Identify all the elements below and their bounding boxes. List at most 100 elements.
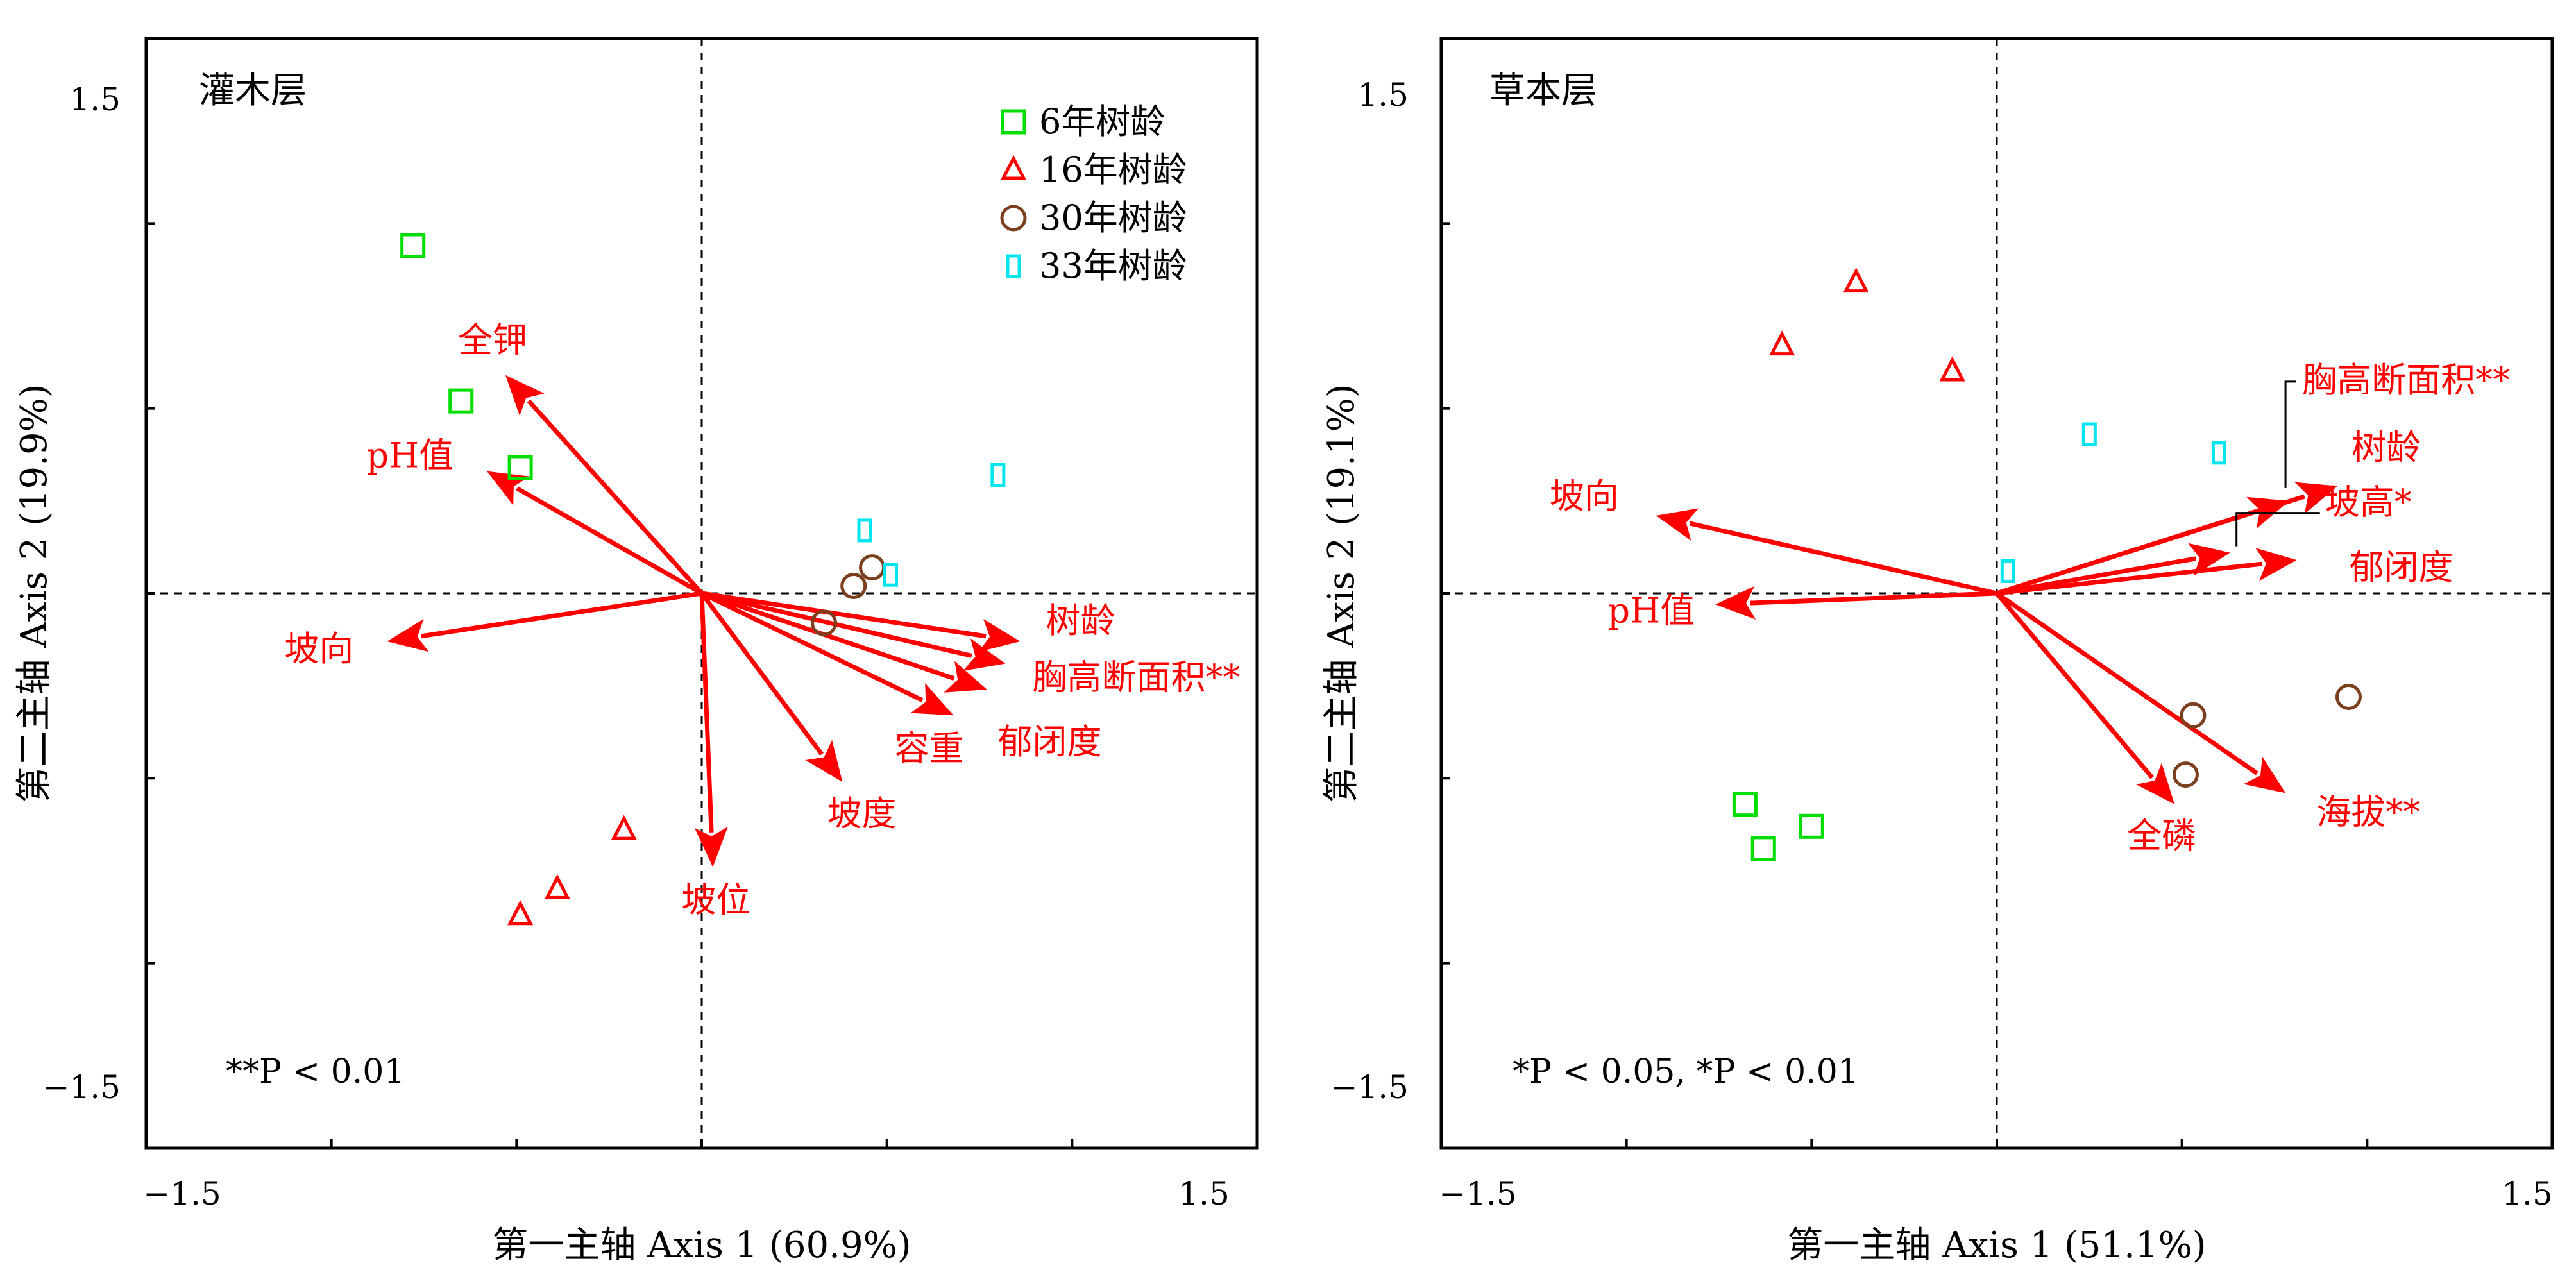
legend-marker — [1000, 155, 1027, 180]
vector-arrowhead — [2255, 548, 2297, 581]
sample-point — [448, 388, 474, 414]
vector-label: 海拔** — [2316, 792, 2420, 832]
sample-point — [2081, 422, 2097, 446]
shrub-layer-panel: 灌木层 −1.5 1.5 1.5 −1.5 第一主轴 Axis 1 (60.9%… — [13, 37, 1259, 1266]
vector-arrowhead — [963, 638, 1006, 671]
vector-line — [527, 399, 704, 595]
vector-arrowhead — [387, 618, 429, 652]
sample-point — [2180, 702, 2207, 729]
vector-line — [516, 486, 703, 596]
vector-label: 坡向 — [284, 629, 353, 669]
sample-point — [1750, 836, 1776, 861]
sample-point — [990, 462, 1006, 487]
sample-point — [611, 815, 637, 840]
significance-footnote: *P < 0.05, *P < 0.01 — [1513, 1053, 1859, 1091]
y-axis-label: 第二主轴 Axis 2 (19.9%) — [13, 384, 55, 802]
sample-point — [1732, 792, 1758, 817]
x-axis-label: 第一主轴 Axis 1 (51.1%) — [1787, 1224, 2206, 1266]
significance-footnote: **P < 0.01 — [226, 1053, 405, 1091]
vector-label: 郁闭度 — [998, 722, 1102, 762]
sample-point — [544, 874, 570, 899]
vector-arrowhead — [2294, 482, 2338, 514]
vector-label: 坡高* — [2325, 482, 2412, 523]
y-tick-label-min: −1.5 — [1331, 1069, 1409, 1106]
y-tick-label-max: 1.5 — [1357, 76, 1409, 114]
legend-marker — [1006, 254, 1021, 278]
vector-arrowhead — [2136, 763, 2175, 804]
vector-line — [421, 591, 702, 639]
sample-point — [2000, 559, 2015, 583]
legend: 6年树龄 16年树龄 30年树龄 33年树龄 — [1000, 101, 1187, 286]
vector-label: 全磷 — [2127, 816, 2196, 856]
vector-line — [1996, 561, 2263, 596]
vector-line — [699, 593, 714, 833]
vector-label: 坡向 — [1550, 476, 1619, 516]
vector-arrowhead — [2243, 756, 2286, 793]
legend-marker — [1001, 109, 1026, 135]
sample-point — [400, 233, 426, 258]
x-tick-label-min: −1.5 — [143, 1175, 221, 1212]
vector-label: pH值 — [366, 436, 453, 476]
vector-label: pH值 — [1608, 590, 1695, 631]
vector-line — [1750, 591, 1997, 606]
legend-label-16yr: 16年树龄 — [1039, 149, 1187, 190]
vector-line — [1689, 521, 1997, 596]
vector-arrowhead — [944, 661, 987, 693]
vector-label: 坡度 — [827, 793, 896, 834]
vector-label: 胸高断面积** — [2302, 360, 2510, 400]
herb-layer-panel: 草本层 −1.5 1.5 1.5 −1.5 第一主轴 Axis 1 (51.1%… — [1321, 37, 2554, 1266]
vector-arrowhead — [505, 375, 545, 416]
vector-line — [701, 591, 987, 639]
x-tick-label-max: 1.5 — [2502, 1175, 2553, 1212]
legend-label-6yr: 6年树龄 — [1039, 101, 1165, 142]
sample-point — [1939, 356, 1965, 382]
legend-label-33yr: 33年树龄 — [1039, 246, 1187, 286]
vector-label: 树龄 — [2351, 427, 2421, 468]
x-tick-label-min: −1.5 — [1439, 1175, 1516, 1212]
sample-point — [507, 900, 534, 926]
vector-label: 全钾 — [458, 320, 527, 360]
vector-arrowhead — [805, 740, 843, 783]
label-leader-line — [2235, 512, 2320, 547]
vector-arrowhead — [694, 826, 728, 867]
legend-marker — [1000, 205, 1027, 232]
vector-arrowhead — [1715, 586, 1756, 620]
sample-point — [2335, 683, 2362, 710]
vector-arrowhead — [1656, 508, 1699, 541]
vector-label: 容重 — [895, 728, 964, 768]
vector-arrowhead — [910, 682, 954, 716]
vector-line — [700, 591, 955, 681]
x-tick-label-max: 1.5 — [1178, 1175, 1230, 1212]
sample-point — [2211, 441, 2226, 465]
vector-line — [1996, 591, 2258, 775]
y-tick-label-min: −1.5 — [43, 1069, 121, 1106]
vector-line — [1996, 556, 2197, 596]
panel-title: 灌木层 — [199, 70, 307, 112]
vector-arrowhead — [978, 619, 1021, 652]
label-leader-line — [2284, 380, 2296, 488]
vector-label: 郁闭度 — [2350, 547, 2453, 588]
sample-point — [1843, 267, 1869, 293]
vector-line — [1995, 591, 2154, 779]
vector-arrowhead — [2188, 543, 2230, 576]
sample-point — [507, 455, 533, 480]
sample-point — [1799, 813, 1824, 839]
sample-point — [1769, 330, 1795, 356]
sample-point — [859, 554, 886, 581]
sample-point — [857, 518, 872, 543]
x-axis-label: 第一主轴 Axis 1 (60.9%) — [492, 1224, 911, 1266]
panel-title: 草本层 — [1489, 70, 1597, 112]
sample-point — [811, 609, 838, 636]
sample-point — [883, 563, 898, 587]
vector-line — [700, 591, 924, 702]
legend-label-30yr: 30年树龄 — [1039, 198, 1187, 238]
vector-label: 坡位 — [681, 880, 750, 920]
vector-line — [1996, 509, 2257, 596]
y-tick-label-max: 1.5 — [69, 81, 121, 118]
sample-point — [840, 572, 867, 599]
vector-label: 胸高断面积** — [1032, 657, 1240, 698]
y-axis-label: 第二主轴 Axis 2 (19.1%) — [1321, 384, 1362, 802]
